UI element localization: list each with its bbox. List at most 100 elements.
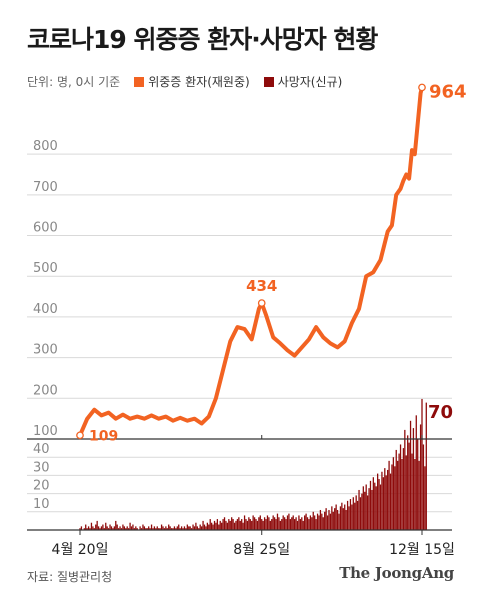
death-bar xyxy=(332,511,334,530)
death-bar xyxy=(223,517,226,530)
death-bar xyxy=(215,522,217,530)
death-bar xyxy=(115,520,117,530)
death-bar xyxy=(105,522,107,530)
death-bar xyxy=(233,522,236,530)
death-bar xyxy=(238,517,240,530)
death-bar xyxy=(170,528,173,530)
death-bar xyxy=(289,519,291,530)
death-bar xyxy=(395,449,397,530)
death-bar xyxy=(182,528,184,530)
death-bar xyxy=(99,528,101,530)
death-bar xyxy=(79,528,81,530)
death-bar xyxy=(309,515,312,530)
chart-canvas: 100 200 300 400 500 600 700 800 10 20 30 40 4월 20일 8월… xyxy=(27,81,467,558)
death-bar xyxy=(129,522,131,530)
death-bar xyxy=(422,444,425,530)
death-bar xyxy=(311,517,313,530)
death-bar xyxy=(192,524,194,530)
death-bar xyxy=(371,489,373,530)
y-tick-label: 20 xyxy=(33,479,50,494)
death-bar xyxy=(398,453,400,530)
death-bar xyxy=(331,506,333,530)
death-bar xyxy=(158,528,160,530)
death-bar xyxy=(188,526,190,530)
death-bar xyxy=(302,520,304,530)
death-bar xyxy=(149,528,151,530)
death-bar xyxy=(86,528,88,530)
death-bar xyxy=(391,464,393,530)
y-tick-label: 800 xyxy=(33,139,58,154)
death-bar xyxy=(93,528,95,530)
death-bar xyxy=(246,520,249,530)
death-bar xyxy=(125,528,127,530)
death-bar xyxy=(113,526,115,530)
death-bar xyxy=(268,517,270,530)
death-bar xyxy=(388,460,390,530)
death-bar xyxy=(397,460,399,530)
death-bar xyxy=(334,508,336,530)
death-bar xyxy=(209,519,211,530)
death-bar xyxy=(409,420,412,530)
death-bar xyxy=(221,522,223,530)
death-bar xyxy=(239,520,241,530)
legend-swatch-deaths xyxy=(263,76,274,87)
death-bar xyxy=(315,519,317,530)
death-bar xyxy=(282,515,284,530)
death-bar xyxy=(150,524,153,530)
death-bar xyxy=(344,504,346,530)
death-bar xyxy=(140,528,143,530)
death-bar xyxy=(208,524,210,530)
death-bar xyxy=(263,517,266,530)
death-bar xyxy=(389,473,392,530)
brand-logo: The JoongAng xyxy=(339,564,454,582)
death-bar xyxy=(229,520,231,530)
death-bar xyxy=(85,524,87,530)
death-bar xyxy=(200,526,203,530)
unit-label: 단위: 명, 0시 기준 xyxy=(27,75,121,89)
death-bar xyxy=(202,520,204,530)
death-bar xyxy=(271,519,273,530)
death-bar xyxy=(378,479,380,530)
death-bar xyxy=(351,504,353,530)
death-bar xyxy=(110,526,113,530)
death-bar xyxy=(276,513,279,530)
death-bar xyxy=(102,524,104,530)
death-bar xyxy=(179,528,181,530)
death-bar xyxy=(186,524,188,530)
death-bar xyxy=(326,515,329,530)
death-bar xyxy=(283,517,286,530)
death-bar xyxy=(404,429,406,530)
death-bar xyxy=(361,493,363,530)
death-bar xyxy=(126,526,128,530)
death-bar xyxy=(218,524,220,530)
death-bar xyxy=(231,517,233,530)
death-bar xyxy=(338,513,340,530)
death-bar xyxy=(168,524,170,530)
death-bar xyxy=(205,526,207,530)
death-bar xyxy=(116,524,118,530)
death-bar xyxy=(294,519,296,530)
death-bar xyxy=(228,519,230,530)
death-bar xyxy=(366,495,369,530)
death-bar xyxy=(251,520,253,530)
death-bar xyxy=(379,484,382,530)
death-bar xyxy=(178,524,180,530)
death-bar xyxy=(213,520,216,530)
death-bar xyxy=(265,519,267,530)
death-bar xyxy=(90,522,93,530)
legend-label-critical: 위중증 환자(재원중) xyxy=(148,75,250,89)
death-bar xyxy=(322,517,324,530)
death-bar xyxy=(248,517,250,530)
death-bar xyxy=(92,526,94,530)
death-bar xyxy=(298,515,300,530)
death-bar xyxy=(185,528,187,530)
death-bar xyxy=(169,526,171,530)
death-bar xyxy=(308,519,310,530)
death-bar xyxy=(285,519,287,530)
death-bar xyxy=(216,519,219,530)
death-bar xyxy=(352,497,354,530)
death-bar xyxy=(421,398,423,530)
death-bar xyxy=(291,517,293,530)
death-bar xyxy=(107,528,110,530)
y-tick-label: 300 xyxy=(33,343,58,358)
